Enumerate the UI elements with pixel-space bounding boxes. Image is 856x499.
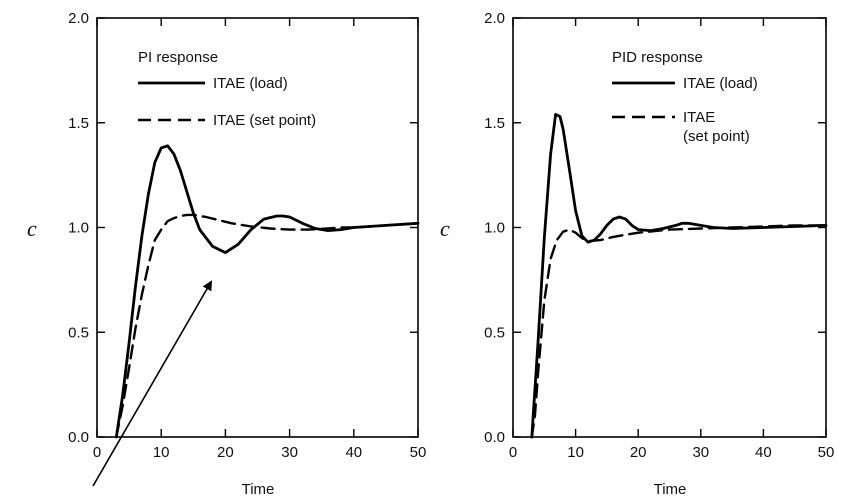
- y-axis-label: c: [440, 216, 450, 241]
- legend-label: ITAE (set point): [213, 112, 316, 129]
- legend-title: PI response: [138, 49, 218, 66]
- y-axis-label: c: [27, 216, 37, 241]
- legend-title: PID response: [612, 49, 703, 66]
- legend-label: ITAE (load): [213, 75, 288, 92]
- pi-response-panel: c Time 0 10 20 30 40 50 0.0 0.5 1.0 1.5 2.0 PI resp…: [27, 10, 426, 498]
- y-tick-label: 2.0: [68, 10, 89, 27]
- series-line-set-point: [530, 224, 828, 439]
- y-tick-label: 2.0: [484, 10, 505, 27]
- legend-label: ITAE (set point): [683, 109, 750, 145]
- y-tick-label: 1.5: [68, 115, 89, 132]
- pid-response-panel: c Time 0 10 20 30 40 50 0.0 0.5 1.0 1.5 2.0 PID res…: [440, 10, 834, 498]
- x-tick-label: 10: [153, 444, 170, 461]
- x-tick-label: 50: [410, 444, 427, 461]
- x-tick-label: 0: [93, 444, 101, 461]
- x-axis-label: Time: [242, 481, 275, 498]
- x-tick-label: 10: [567, 444, 584, 461]
- y-tick-label: 0.5: [484, 324, 505, 341]
- y-tick-label: 1.5: [484, 115, 505, 132]
- x-tick-label: 30: [692, 444, 709, 461]
- x-axis-label: Time: [654, 481, 687, 498]
- y-tick-label: 0.0: [484, 429, 505, 446]
- x-tick-label: 30: [281, 444, 298, 461]
- x-tick-label: 20: [630, 444, 647, 461]
- y-tick-label: 1.0: [484, 220, 505, 237]
- x-tick-label: 20: [217, 444, 234, 461]
- x-tick-label: 40: [755, 444, 772, 461]
- series-line-set-point: [115, 213, 420, 439]
- y-tick-label: 1.0: [68, 220, 89, 237]
- legend-label: ITAE (load): [683, 75, 758, 92]
- series-line-load: [114, 144, 420, 439]
- series-line-load: [530, 113, 828, 439]
- y-tick-label: 0.5: [68, 324, 89, 341]
- x-tick-label: 50: [818, 444, 835, 461]
- y-tick-label: 0.0: [68, 429, 89, 446]
- x-tick-label: 40: [345, 444, 362, 461]
- annotation-arrow: [92, 280, 213, 487]
- x-tick-label: 0: [509, 444, 517, 461]
